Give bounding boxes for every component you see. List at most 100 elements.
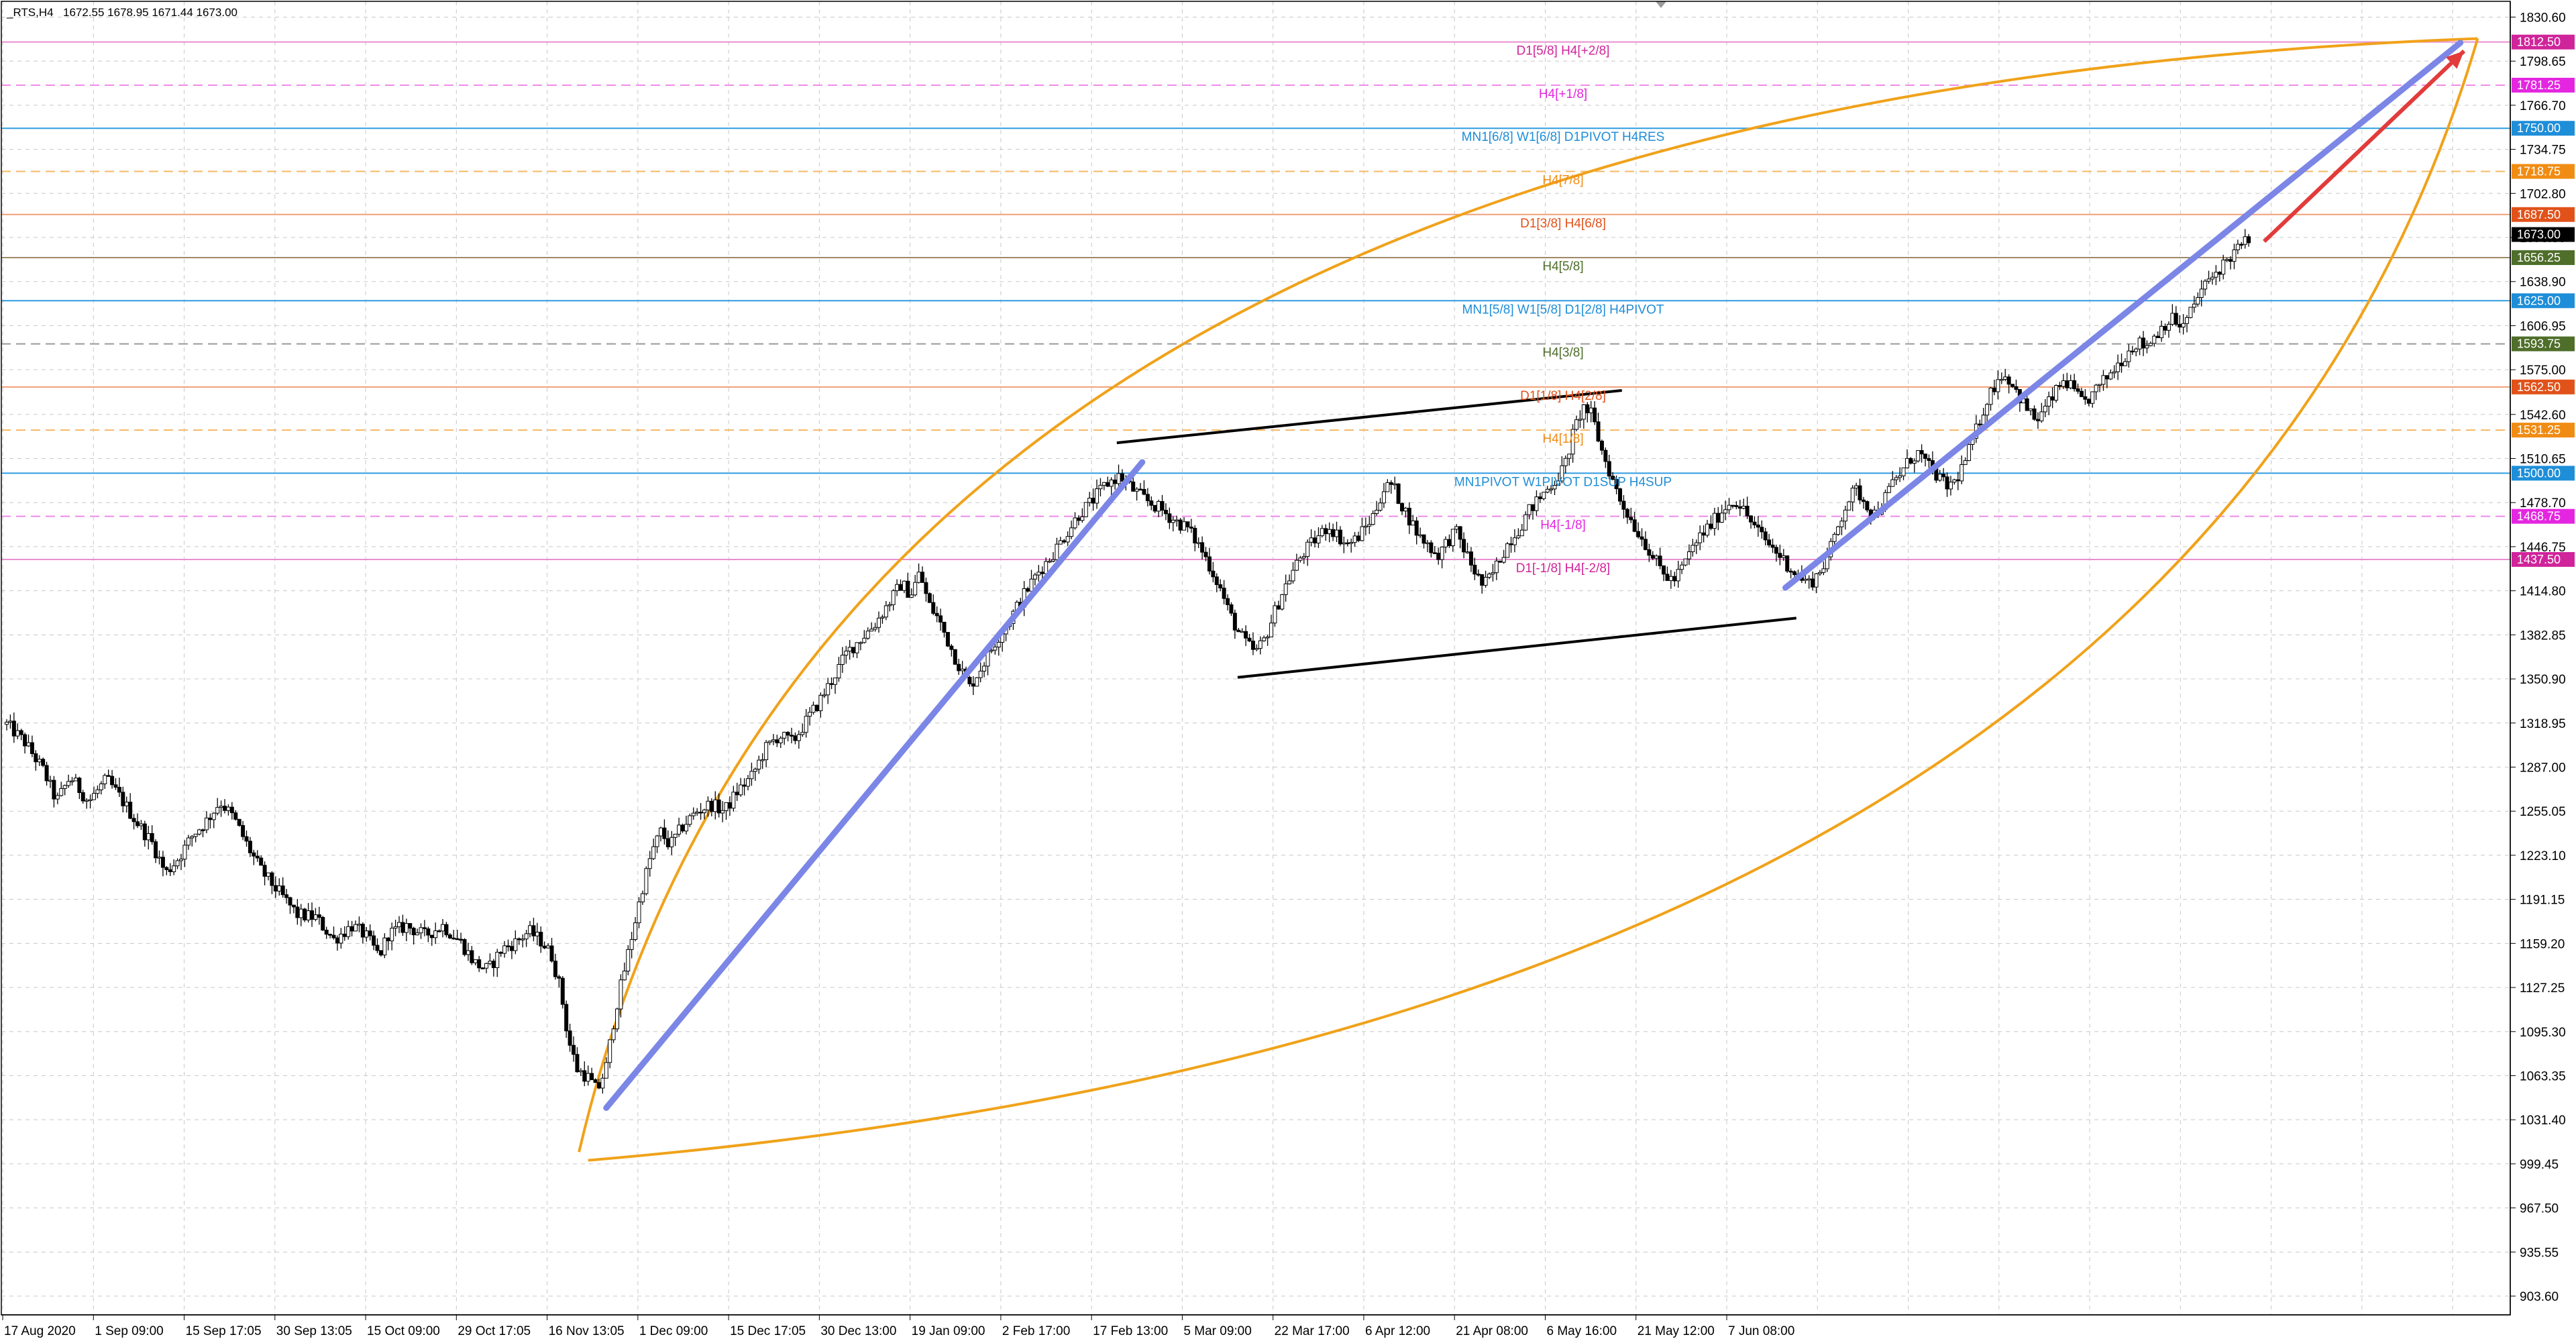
price-badge-text: 1781.25 (2517, 78, 2561, 92)
candle-body (1756, 525, 1760, 528)
candle-body (698, 812, 703, 814)
candle-body (1327, 529, 1332, 535)
candle-body (1331, 529, 1336, 537)
candle-body (150, 833, 154, 843)
candle-body (2010, 384, 2015, 387)
candle-body (280, 886, 285, 896)
candle-body (960, 668, 965, 672)
candle-body (2148, 343, 2153, 346)
candle-body (1960, 464, 1964, 482)
candle-body (110, 775, 115, 786)
candle-body (1760, 527, 1764, 533)
candle-body (934, 612, 939, 617)
price-tick-label: 1638.90 (2520, 276, 2566, 290)
candle-body (796, 734, 801, 741)
candle-body (2057, 385, 2062, 387)
candle-body (975, 677, 979, 687)
candle-body (996, 641, 1001, 647)
candle-body (1134, 488, 1139, 492)
candle-body (1065, 536, 1070, 543)
candle-body (1589, 407, 1593, 413)
candle-body (1672, 576, 1677, 582)
candle-body (339, 933, 343, 944)
candle-body (2214, 272, 2218, 278)
candle-body (1203, 551, 1208, 557)
candle-body (284, 894, 289, 898)
candle-body (1727, 504, 1731, 511)
candle-body (2130, 350, 2135, 353)
candle-body (1414, 520, 1419, 536)
candle-body (1400, 503, 1405, 512)
price-badge (2512, 164, 2575, 179)
candle-body (66, 781, 71, 786)
candle-body (596, 1082, 601, 1089)
candle-body (1581, 404, 1586, 420)
candle-body (2224, 259, 2229, 261)
candle-body (400, 922, 405, 933)
candle-body (462, 939, 467, 955)
candle-body (422, 927, 427, 929)
candle-body (277, 886, 282, 892)
candle-body (1945, 476, 1949, 490)
candle-body (1737, 506, 1742, 509)
candle-body (1952, 479, 1957, 483)
candle-body (1785, 555, 1790, 572)
candle-body (62, 785, 67, 789)
candle-body (310, 910, 315, 920)
candle-body (88, 799, 93, 802)
candle-body (695, 812, 700, 814)
candle-body (1269, 623, 1274, 637)
candle-body (2141, 337, 2146, 349)
candle-body (168, 869, 172, 873)
candle-body (659, 827, 663, 837)
candle-body (2232, 249, 2237, 262)
candle-body (1752, 521, 1757, 526)
time-tick-label: 21 Apr 08:00 (1456, 1324, 1528, 1338)
chart-header-symbol: _RTS,H4 (6, 6, 54, 19)
candle-body (1403, 507, 1408, 512)
candle-body (306, 910, 311, 920)
candle-body (1440, 546, 1444, 560)
candle-body (1349, 542, 1354, 544)
candle-body (1967, 443, 1972, 462)
candle-body (600, 1077, 605, 1089)
time-tick-label: 17 Feb 13:00 (1093, 1324, 1168, 1338)
candle-body (1614, 479, 1619, 490)
candle-body (190, 836, 195, 839)
candle-body (688, 815, 692, 825)
price-tick-label: 1830.60 (2520, 11, 2566, 25)
candle-body (920, 572, 925, 583)
candle-body (1654, 555, 1659, 559)
forecast-arrow (2263, 49, 2466, 244)
candle-body (702, 809, 707, 814)
candle-body (1058, 540, 1063, 545)
candle-body (1465, 551, 1470, 553)
candle-body (1138, 488, 1143, 491)
price-badges: 1812.50 1781.25 1750.00 1718.75 1687.50 1656.… (2512, 34, 2575, 567)
level-label: H4[+1/8] (1539, 87, 1587, 101)
candle-body (753, 768, 757, 772)
candle-body (211, 812, 216, 820)
candle-body (735, 792, 739, 796)
time-axis[interactable]: 17 Aug 2020 1 Sep 09:00 15 Sep 17:05 30 Sep… (2, 1315, 1794, 1338)
candle-body (92, 793, 97, 800)
time-tick-label: 2 Feb 17:00 (1002, 1324, 1070, 1338)
candle-body (862, 637, 867, 643)
candle-body (1298, 557, 1303, 561)
candle-body (1854, 485, 1859, 489)
candle-body (665, 838, 670, 847)
candle-body (982, 665, 987, 672)
price-axis[interactable]: 1830.601798.651766.701734.751702.801670.… (2510, 11, 2566, 1304)
candle-body (248, 841, 252, 853)
candle-body (142, 823, 147, 841)
candle-body (1450, 529, 1455, 547)
candle-body (1574, 419, 1579, 430)
candle-body (2104, 375, 2109, 380)
candle-body (1509, 543, 1513, 545)
candle-body (346, 926, 351, 937)
level-labels: D1[5/8] H4[+2/8] H4[+1/8] MN1[6/8] W1[6/8]… (1454, 44, 1672, 576)
candle-body (731, 792, 736, 809)
candle-body (662, 827, 667, 839)
candle-body (1927, 458, 1931, 461)
